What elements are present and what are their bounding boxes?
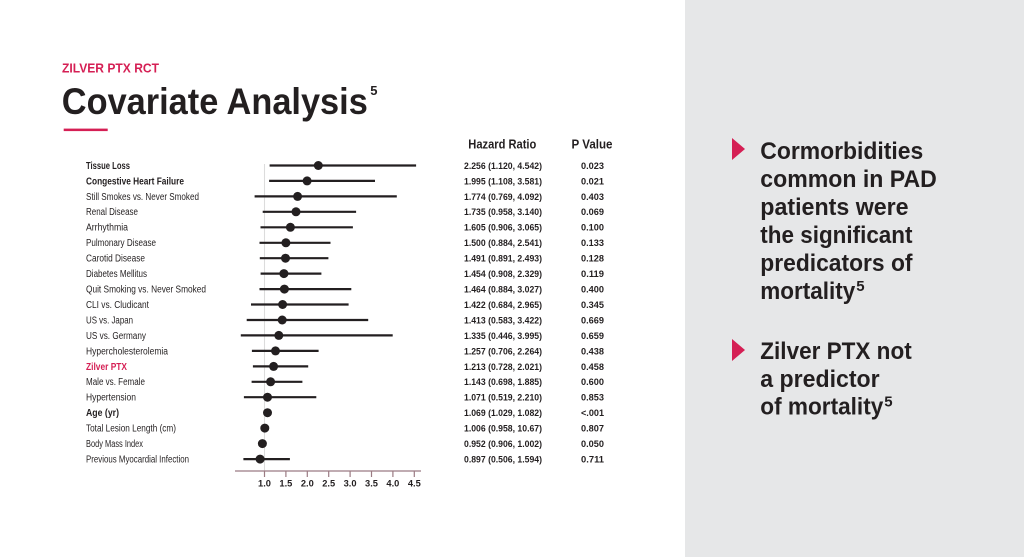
svg-text:3.0: 3.0 xyxy=(344,479,357,489)
svg-text:1.257 (0.706, 2.264): 1.257 (0.706, 2.264) xyxy=(464,346,542,357)
svg-text:Renal Disease: Renal Disease xyxy=(86,207,138,218)
svg-text:Age (yr): Age (yr) xyxy=(86,408,119,419)
svg-text:0.711: 0.711 xyxy=(581,454,605,465)
svg-text:Previous Myocardial Infection: Previous Myocardial Infection xyxy=(86,454,189,465)
svg-text:0.807: 0.807 xyxy=(581,424,604,435)
svg-text:0.669: 0.669 xyxy=(581,315,604,326)
svg-text:Tissue Loss: Tissue Loss xyxy=(86,161,130,172)
svg-text:0.100: 0.100 xyxy=(581,223,604,234)
svg-text:5: 5 xyxy=(856,278,864,295)
svg-text:Congestive Heart Failure: Congestive Heart Failure xyxy=(86,176,184,187)
svg-text:P Value: P Value xyxy=(572,137,613,152)
svg-text:4.5: 4.5 xyxy=(408,479,421,489)
svg-text:Quit Smoking vs. Never Smoked: Quit Smoking vs. Never Smoked xyxy=(86,285,206,296)
svg-text:1.605 (0.906, 3.065): 1.605 (0.906, 3.065) xyxy=(464,223,542,234)
svg-text:0.400: 0.400 xyxy=(581,285,604,296)
svg-text:Zilver PTX not: Zilver PTX not xyxy=(760,338,911,365)
svg-text:0.403: 0.403 xyxy=(581,192,604,203)
svg-text:Male vs. Female: Male vs. Female xyxy=(86,377,145,388)
svg-text:Still Smokes vs. Never Smoked: Still Smokes vs. Never Smoked xyxy=(86,192,199,203)
svg-text:Total Lesion Length (cm): Total Lesion Length (cm) xyxy=(86,424,176,435)
svg-text:3.5: 3.5 xyxy=(365,479,378,489)
svg-text:0.128: 0.128 xyxy=(581,254,604,265)
svg-text:Pulmonary Disease: Pulmonary Disease xyxy=(86,238,156,249)
svg-text:1.413 (0.583, 3.422): 1.413 (0.583, 3.422) xyxy=(464,315,542,326)
svg-text:0.069: 0.069 xyxy=(581,207,604,218)
svg-text:2.5: 2.5 xyxy=(322,479,335,489)
svg-text:1.995 (1.108, 3.581): 1.995 (1.108, 3.581) xyxy=(464,176,542,187)
svg-text:patients were: patients were xyxy=(760,194,908,221)
svg-text:<.001: <.001 xyxy=(581,408,605,419)
svg-text:0.458: 0.458 xyxy=(581,362,604,373)
svg-text:1.500 (0.884, 2.541): 1.500 (0.884, 2.541) xyxy=(464,238,542,249)
svg-text:2.256 (1.120, 4.542): 2.256 (1.120, 4.542) xyxy=(464,161,542,172)
svg-text:Body Mass Index: Body Mass Index xyxy=(86,439,143,450)
svg-text:ZILVER PTX RCT: ZILVER PTX RCT xyxy=(62,62,159,76)
svg-text:Hazard Ratio: Hazard Ratio xyxy=(468,137,536,152)
svg-text:1.491 (0.891, 2.493): 1.491 (0.891, 2.493) xyxy=(464,254,542,265)
svg-text:the significant: the significant xyxy=(760,222,912,249)
svg-text:1.422 (0.684, 2.965): 1.422 (0.684, 2.965) xyxy=(464,300,542,311)
svg-text:1.071 (0.519, 2.210): 1.071 (0.519, 2.210) xyxy=(464,393,542,404)
svg-text:Hypertension: Hypertension xyxy=(86,393,136,404)
svg-text:0.119: 0.119 xyxy=(581,269,604,280)
svg-text:0.050: 0.050 xyxy=(581,439,604,450)
svg-text:2.0: 2.0 xyxy=(301,479,314,489)
svg-text:0.853: 0.853 xyxy=(581,393,604,404)
svg-text:0.952 (0.906, 1.002): 0.952 (0.906, 1.002) xyxy=(464,439,542,450)
svg-text:mortality: mortality xyxy=(760,278,855,305)
svg-text:a predictor: a predictor xyxy=(760,366,880,393)
svg-text:1.335 (0.446, 3.995): 1.335 (0.446, 3.995) xyxy=(464,331,542,342)
svg-text:1.735 (0.958, 3.140): 1.735 (0.958, 3.140) xyxy=(464,207,542,218)
svg-text:0.133: 0.133 xyxy=(581,238,604,249)
svg-text:predicators of: predicators of xyxy=(760,250,913,277)
svg-text:1.5: 1.5 xyxy=(279,479,292,489)
svg-text:1.213 (0.728, 2.021): 1.213 (0.728, 2.021) xyxy=(464,362,542,373)
svg-text:of mortality: of mortality xyxy=(760,394,883,421)
svg-text:Cormorbidities: Cormorbidities xyxy=(760,138,923,165)
svg-text:0.345: 0.345 xyxy=(581,300,605,311)
svg-text:1.0: 1.0 xyxy=(258,479,271,489)
svg-text:US vs. Japan: US vs. Japan xyxy=(86,315,133,326)
svg-text:1.454 (0.908, 2.329): 1.454 (0.908, 2.329) xyxy=(464,269,542,280)
svg-text:5: 5 xyxy=(884,394,892,411)
svg-text:Zilver PTX: Zilver PTX xyxy=(86,362,127,373)
svg-text:Hypercholesterolemia: Hypercholesterolemia xyxy=(86,346,168,357)
svg-text:1.774 (0.769, 4.092): 1.774 (0.769, 4.092) xyxy=(464,192,542,203)
svg-text:Covariate Analysis: Covariate Analysis xyxy=(62,80,368,122)
svg-text:0.021: 0.021 xyxy=(581,176,605,187)
svg-text:common in PAD: common in PAD xyxy=(760,166,937,193)
svg-text:Carotid Disease: Carotid Disease xyxy=(86,254,145,265)
svg-text:0.659: 0.659 xyxy=(581,331,604,342)
svg-text:0.600: 0.600 xyxy=(581,377,604,388)
svg-text:5: 5 xyxy=(370,83,377,98)
svg-text:Arrhythmia: Arrhythmia xyxy=(86,223,128,234)
svg-text:Diabetes Mellitus: Diabetes Mellitus xyxy=(86,269,147,280)
svg-text:0.023: 0.023 xyxy=(581,161,604,172)
svg-text:1.464 (0.884, 3.027): 1.464 (0.884, 3.027) xyxy=(464,285,542,296)
svg-text:US vs. Germany: US vs. Germany xyxy=(86,331,146,342)
svg-text:0.897 (0.506, 1.594): 0.897 (0.506, 1.594) xyxy=(464,454,542,465)
svg-text:4.0: 4.0 xyxy=(386,479,399,489)
svg-text:1.143 (0.698, 1.885): 1.143 (0.698, 1.885) xyxy=(464,377,542,388)
svg-text:CLI vs. Cludicant: CLI vs. Cludicant xyxy=(86,300,149,311)
svg-text:0.438: 0.438 xyxy=(581,346,604,357)
svg-text:1.006 (0.958, 10.67): 1.006 (0.958, 10.67) xyxy=(464,424,542,435)
svg-text:1.069 (1.029, 1.082): 1.069 (1.029, 1.082) xyxy=(464,408,542,419)
